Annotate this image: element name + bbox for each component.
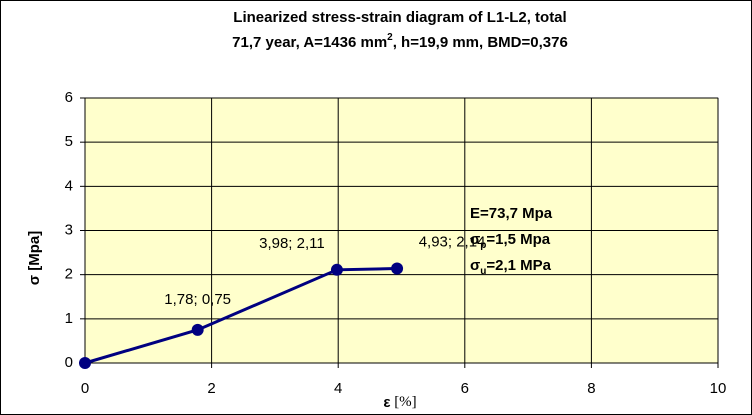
annotation-part: σ (470, 231, 480, 248)
x-tick-label: 6 (461, 380, 469, 397)
annotation-part: =2,1 MPa (486, 257, 551, 274)
data-label: 1,78; 0,75 (164, 291, 231, 308)
chart-title: 71,7 year, A=1436 mm2, h=19,9 mm, BMD=0,… (232, 32, 568, 51)
x-tick-label: 2 (207, 380, 215, 397)
y-axis-label: σ [Mpa] (26, 231, 43, 285)
annotation: σu=2,1 MPa (470, 257, 552, 277)
x-tick-label: 10 (710, 380, 727, 397)
annotation-part: E=73,7 Mpa (470, 205, 553, 222)
data-point (391, 262, 404, 275)
chart-title-part: , h=19,9 mm, BMD=0,376 (393, 34, 568, 51)
y-tick-label: 3 (65, 221, 73, 238)
y-tick-label: 5 (65, 133, 73, 150)
y-tick-label: 0 (65, 354, 73, 371)
data-label: 4,93; 2,14 (419, 233, 486, 250)
y-tick-label: 4 (65, 177, 73, 194)
annotation-part: p (480, 240, 486, 251)
series-line (84, 266, 398, 365)
y-tick-label: 6 (65, 89, 73, 106)
annotation-part: =1,5 Mpa (486, 231, 550, 248)
chart-title-part: 71,7 year, A=1436 mm (232, 34, 387, 51)
y-tick-label: 1 (65, 310, 73, 327)
data-point (330, 263, 343, 276)
y-tick-label: 2 (65, 266, 73, 283)
x-axis-label: ε [%] (383, 394, 416, 411)
x-tick-label: 4 (334, 380, 342, 397)
x-axis-label-part: ε (383, 394, 390, 411)
data-point (191, 323, 204, 336)
annotation-part: u (480, 266, 486, 277)
data-label: 3,98; 2,11 (259, 235, 325, 252)
x-tick-label: 8 (587, 380, 595, 397)
annotation: σp=1,5 Mpa (470, 231, 551, 251)
x-axis-label-part: [%] (390, 394, 416, 410)
annotation-part: σ (470, 257, 480, 274)
x-tick-label: 0 (81, 380, 89, 397)
chart-title-part: Linearized stress-strain diagram of L1-L… (233, 9, 566, 26)
annotation: E=73,7 Mpa (470, 205, 553, 222)
chart-title-part: 2 (387, 32, 393, 43)
chart-title: Linearized stress-strain diagram of L1-L… (233, 9, 566, 26)
data-point (79, 357, 91, 369)
